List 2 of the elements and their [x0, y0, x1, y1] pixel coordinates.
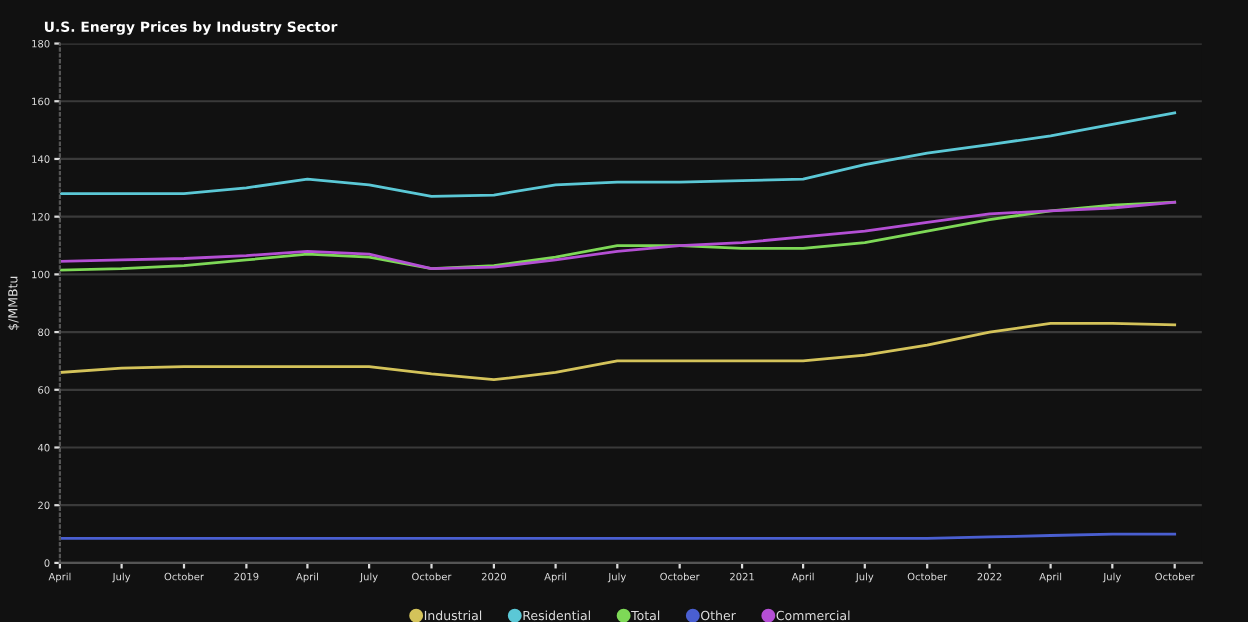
line-series [59, 111, 1177, 198]
line-series [59, 322, 1177, 382]
